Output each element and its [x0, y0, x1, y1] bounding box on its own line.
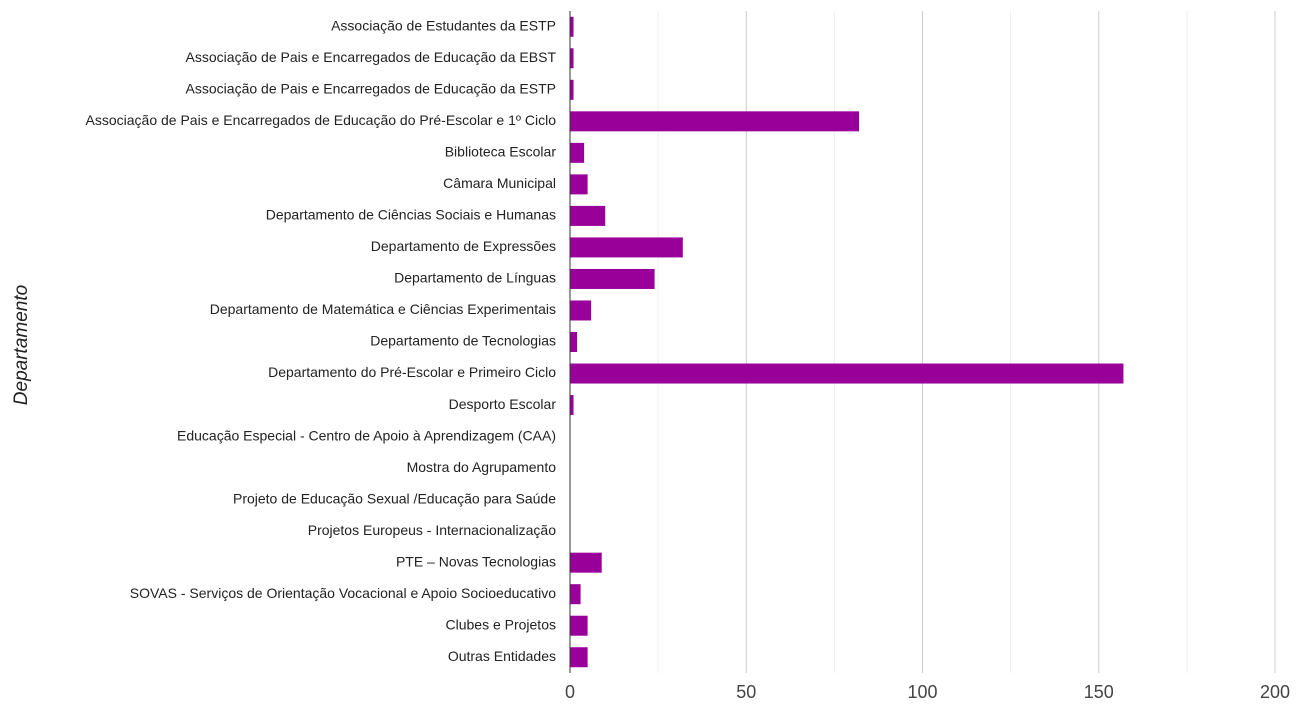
y-tick-label: Departamento de Tecnologias	[370, 333, 556, 349]
x-tick-label: 100	[907, 682, 937, 702]
bar	[570, 552, 602, 573]
bar	[570, 268, 655, 289]
bar	[570, 16, 574, 37]
y-tick-label: Projetos Europeus - Internacionalização	[308, 522, 556, 538]
y-axis-label: Departamento	[11, 285, 32, 405]
bar	[570, 615, 588, 636]
y-tick-label: Departamento de Línguas	[394, 270, 556, 286]
y-tick-label: Departamento de Ciências Sociais e Human…	[266, 207, 556, 223]
bar	[570, 205, 606, 226]
bar	[570, 111, 860, 132]
bar	[570, 142, 585, 163]
y-tick-label: Desporto Escolar	[449, 396, 557, 412]
y-tick-label: Câmara Municipal	[443, 175, 556, 191]
bar	[570, 237, 683, 258]
y-tick-label: Clubes e Projetos	[445, 616, 556, 632]
bar	[570, 300, 592, 321]
y-tick-label: Projeto de Educação Sexual /Educação par…	[233, 490, 556, 506]
x-tick-label: 50	[736, 682, 756, 702]
bar	[570, 584, 581, 605]
y-tick-label: Mostra do Agrupamento	[407, 459, 557, 475]
y-tick-label: Departamento do Pré-Escolar e Primeiro C…	[268, 364, 556, 380]
y-tick-label: Associação de Estudantes da ESTP	[331, 17, 556, 33]
y-tick-label: Outras Entidades	[448, 648, 556, 664]
y-tick-label: Educação Especial - Centro de Apoio à Ap…	[177, 427, 556, 443]
y-tick-label: PTE – Novas Tecnologias	[396, 553, 556, 569]
y-tick-label: Departamento de Expressões	[371, 238, 556, 254]
y-tick-label: Biblioteca Escolar	[445, 144, 557, 160]
y-tick-label: Associação de Pais e Encarregados de Edu…	[186, 49, 557, 65]
y-tick-label: Associação de Pais e Encarregados de Edu…	[86, 112, 557, 128]
bar	[570, 647, 588, 668]
bar	[570, 79, 574, 100]
bar	[570, 395, 574, 416]
x-tick-label: 0	[565, 682, 575, 702]
x-tick-label: 200	[1260, 682, 1290, 702]
y-tick-label: Associação de Pais e Encarregados de Edu…	[186, 81, 556, 97]
bar	[570, 332, 578, 352]
x-tick-label: 150	[1084, 682, 1114, 702]
bar	[570, 174, 588, 195]
bar	[570, 363, 1124, 384]
y-tick-label: SOVAS - Serviços de Orientação Vocaciona…	[130, 585, 556, 601]
bar	[570, 48, 574, 69]
y-tick-label: Departamento de Matemática e Ciências Ex…	[210, 301, 556, 317]
